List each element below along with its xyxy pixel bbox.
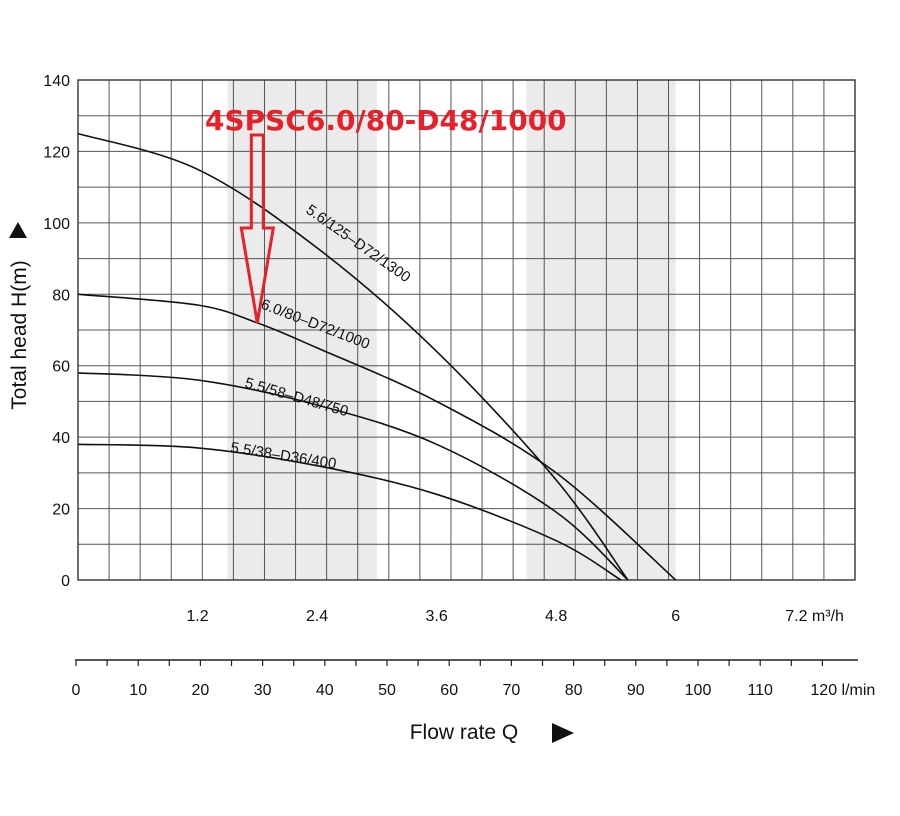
y-tick-label: 140 [43,73,70,90]
x-tick-label-m3h: 6 [671,608,680,625]
x-tick-label-lmin: 50 [378,682,396,699]
x-tick-label-m3h: 7.2 m³/h [785,608,844,625]
y-axis-arrow-icon [9,222,27,238]
y-tick-label: 60 [52,359,70,376]
y-tick-labels: 0 20 40 60 80 100 120 140 [43,73,70,590]
x-tick-label-m3h: 1.2 [186,608,208,625]
x-tick-label-lmin: 90 [627,682,645,699]
curve-3 [77,443,622,581]
plot-frame [77,79,856,581]
x-axis-title: Flow rate Q [410,721,519,744]
curve-2 [77,372,629,581]
x-tick-label-lmin: 100 [685,682,712,699]
y-tick-label: 40 [52,430,70,447]
y-tick-label: 100 [43,216,70,233]
lmin-axis: 0 10 20 30 40 50 60 70 80 90 100 110 120 l/min [72,659,875,699]
y-tick-label: 20 [52,502,70,519]
x-tick-label-m3h: 3.6 [425,608,447,625]
curve-0 [77,132,629,581]
grid-lines [77,79,856,581]
x-tick-label-lmin: 70 [503,682,521,699]
x-tick-labels-m3h: 1.2 2.4 3.6 4.8 6 7.2 m³/h [186,608,844,625]
x-tick-label-lmin: 120 l/min [810,682,875,699]
y-axis-title: Total head H(m) [8,260,31,409]
pump-curves [77,132,677,581]
x-tick-label-lmin: 60 [440,682,458,699]
x-tick-label-lmin: 80 [565,682,583,699]
curve-1 [77,293,677,581]
x-axis-arrow-icon [552,723,574,743]
x-tick-label-lmin: 10 [129,682,147,699]
y-tick-label: 120 [43,144,70,161]
x-tick-label-m3h: 4.8 [545,608,567,625]
x-tick-label-lmin: 40 [316,682,334,699]
x-tick-label-lmin: 110 [747,682,773,699]
y-tick-label: 80 [52,287,70,304]
model-annotation: 4SPSC6.0/80-D48/1000 [205,104,567,324]
x-tick-label-m3h: 2.4 [306,608,328,625]
x-tick-label-lmin: 30 [254,682,272,699]
x-tick-label-lmin: 0 [72,682,81,699]
annotation-arrow-icon [239,133,276,324]
x-tick-label-lmin: 20 [192,682,210,699]
annotation-label: 4SPSC6.0/80-D48/1000 [205,104,567,137]
y-tick-label: 0 [61,573,70,590]
